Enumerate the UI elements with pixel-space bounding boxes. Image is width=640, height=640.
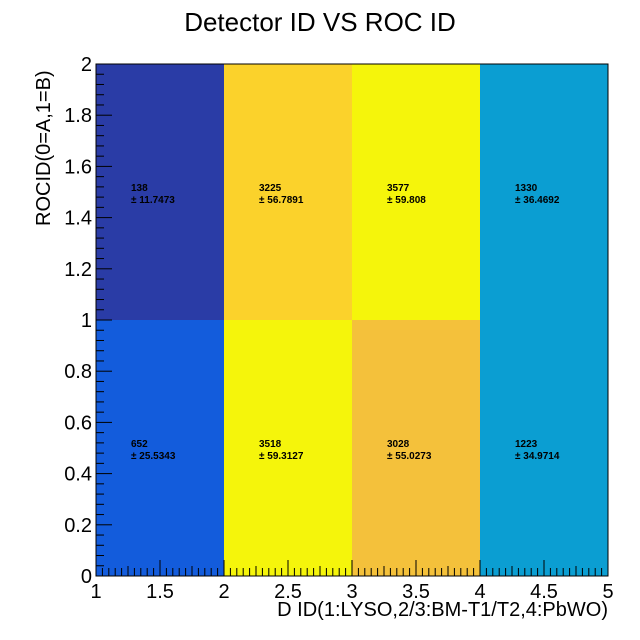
y-tick-label: 0 — [81, 566, 92, 588]
heatmap-cell — [352, 320, 480, 576]
y-tick-label: 0.4 — [64, 464, 92, 486]
cell-value-label: 652 — [131, 439, 148, 450]
heatmap-cells — [96, 64, 608, 576]
heatmap-cell — [480, 320, 608, 576]
x-tick-label: 2.5 — [274, 581, 302, 603]
y-tick-label: 0.2 — [64, 515, 92, 537]
cell-value-label: 3225 — [259, 183, 282, 194]
cell-value-label: 138 — [131, 183, 148, 194]
y-tick-label: 1.6 — [64, 156, 92, 178]
cell-error-label: ± 11.7473 — [131, 195, 175, 206]
y-tick-label: 2 — [81, 54, 92, 76]
x-tick-label: 3.5 — [402, 581, 430, 603]
y-tick-label: 1.2 — [64, 259, 92, 281]
cell-error-label: ± 59.808 — [387, 195, 426, 206]
x-axis: 1 1.5 2 2.5 3 3.5 4 4.5 5 — [90, 560, 614, 603]
cell-error-label: ± 36.4692 — [515, 195, 560, 206]
heatmap-cell — [224, 64, 352, 320]
heatmap-cell — [480, 64, 608, 320]
y-tick-label: 1 — [81, 310, 92, 332]
heatmap-cell — [224, 320, 352, 576]
cell-error-label: ± 55.0273 — [387, 451, 432, 462]
cell-value-label: 1223 — [515, 439, 538, 450]
cell-value-label: 3518 — [259, 439, 282, 450]
x-tick-label: 1.5 — [146, 581, 174, 603]
y-tick-label: 1.8 — [64, 105, 92, 127]
y-axis-title: ROCID(0=A,1=B) — [33, 70, 55, 226]
y-axis: 0 0.2 0.4 0.6 0.8 1 1.2 1.4 1.6 1.8 2 — [64, 54, 112, 588]
y-tick-label: 0.6 — [64, 412, 92, 434]
y-tick-label: 0.8 — [64, 361, 92, 383]
heatmap-cell — [352, 64, 480, 320]
heatmap-cell — [96, 320, 224, 576]
cell-error-label: ± 56.7891 — [259, 195, 304, 206]
cell-value-label: 3028 — [387, 439, 410, 450]
cell-error-label: ± 59.3127 — [259, 451, 304, 462]
cell-error-label: ± 34.9714 — [515, 451, 560, 462]
x-tick-label: 4 — [474, 581, 485, 603]
heatmap-cell — [96, 64, 224, 320]
cell-value-label: 1330 — [515, 183, 538, 194]
chart-title: Detector ID VS ROC ID — [184, 7, 456, 37]
x-tick-label: 4.5 — [530, 581, 558, 603]
x-axis-title: D ID(1:LYSO,2/3:BM-T1/T2,4:PbWO) — [277, 599, 608, 621]
x-tick-label: 5 — [602, 581, 613, 603]
y-tick-label: 1.4 — [64, 208, 92, 230]
x-tick-label: 1 — [90, 581, 101, 603]
x-tick-label: 2 — [218, 581, 229, 603]
x-tick-label: 3 — [346, 581, 357, 603]
cell-value-label: 3577 — [387, 183, 410, 194]
cell-labels: 652± 25.5343 3518± 59.3127 3028± 55.0273 12… — [131, 183, 560, 462]
cell-error-label: ± 25.5343 — [131, 451, 176, 462]
